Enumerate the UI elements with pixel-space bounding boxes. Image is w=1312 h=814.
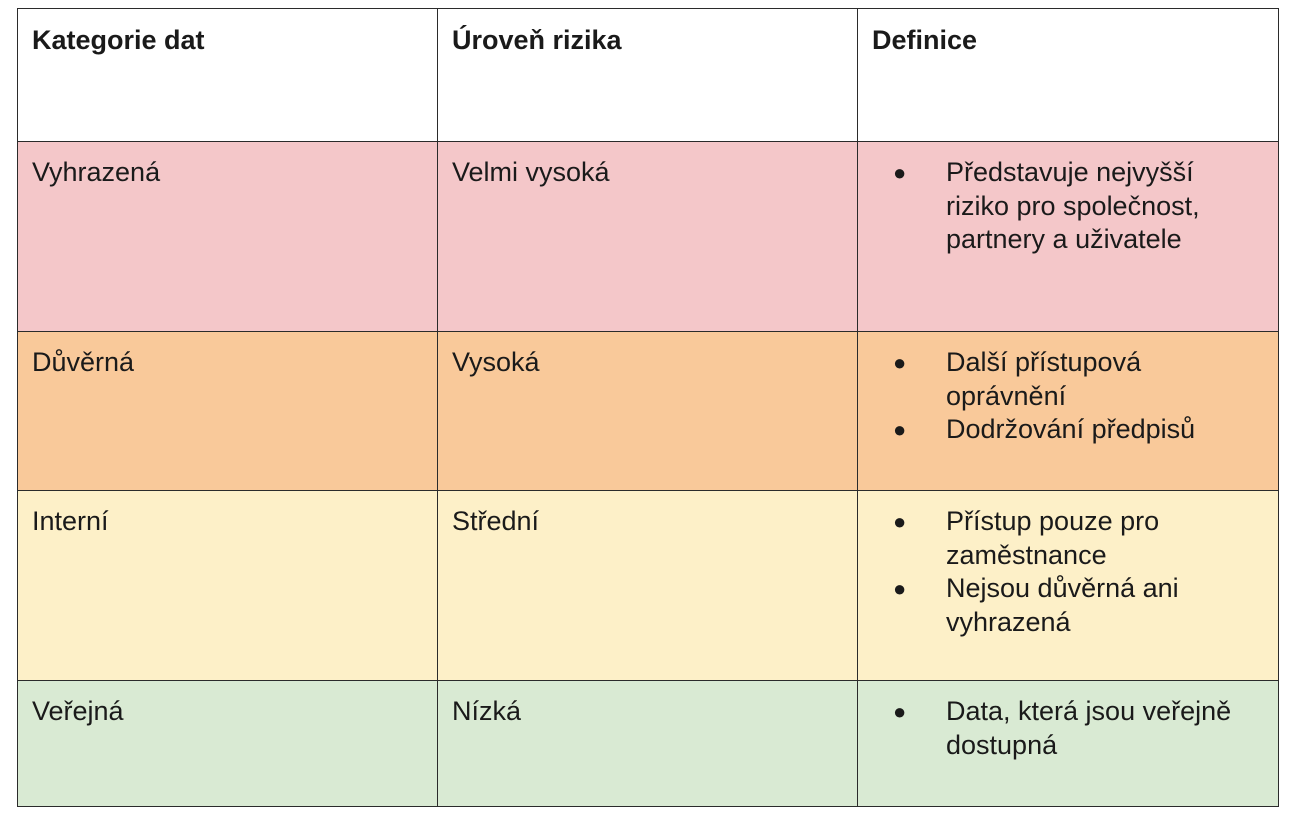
category-cell: Důvěrná bbox=[17, 331, 438, 491]
definition-item: ● Představuje nejvyšší riziko pro společn… bbox=[893, 156, 1264, 257]
definition-text: Představuje nejvyšší riziko pro společno… bbox=[946, 157, 1200, 254]
table-header-row: Kategorie dat Úroveň rizika Definice bbox=[17, 8, 1279, 142]
definition-text: Data, která jsou veřejně dostupná bbox=[946, 696, 1232, 760]
definition-list: ● Další přístupová oprávnění ● Dodržování … bbox=[872, 346, 1264, 447]
risk-cell: Vysoká bbox=[437, 331, 858, 491]
definition-list: ● Představuje nejvyšší riziko pro společn… bbox=[872, 156, 1264, 257]
definition-cell: ● Další přístupová oprávnění ● Dodržování … bbox=[857, 331, 1279, 491]
definition-list: ● Data, která jsou veřejně dostupná bbox=[872, 695, 1264, 762]
definition-item: ● Přístup pouze pro zaměstnance bbox=[893, 505, 1264, 572]
bullet-icon: ● bbox=[893, 699, 907, 724]
data-classification-table-container: Kategorie dat Úroveň rizika Definice Vyh… bbox=[17, 8, 1279, 807]
definition-cell: ● Představuje nejvyšší riziko pro společn… bbox=[857, 141, 1279, 332]
bullet-icon: ● bbox=[893, 160, 907, 185]
table-row: Interní Střední ● Přístup pouze pro zaměs… bbox=[17, 490, 1279, 681]
header-risk-level: Úroveň rizika bbox=[437, 8, 858, 142]
category-cell: Interní bbox=[17, 490, 438, 681]
definition-item: ● Dodržování předpisů bbox=[893, 413, 1264, 447]
table-row: Důvěrná Vysoká ● Další přístupová oprávně… bbox=[17, 331, 1279, 491]
definition-text: Dodržování předpisů bbox=[946, 414, 1196, 444]
category-cell: Veřejná bbox=[17, 680, 438, 807]
table-row: Vyhrazená Velmi vysoká ● Představuje nejv… bbox=[17, 141, 1279, 332]
risk-cell: Velmi vysoká bbox=[437, 141, 858, 332]
category-cell: Vyhrazená bbox=[17, 141, 438, 332]
data-classification-table: Kategorie dat Úroveň rizika Definice Vyh… bbox=[17, 8, 1279, 807]
header-definition: Definice bbox=[857, 8, 1279, 142]
definition-item: ● Další přístupová oprávnění bbox=[893, 346, 1264, 413]
risk-cell: Nízká bbox=[437, 680, 858, 807]
table-row: Veřejná Nízká ● Data, která jsou veřejně … bbox=[17, 680, 1279, 807]
definition-list: ● Přístup pouze pro zaměstnance ● Nejsou d… bbox=[872, 505, 1264, 639]
definition-text: Přístup pouze pro zaměstnance bbox=[946, 506, 1160, 570]
definition-item: ● Data, která jsou veřejně dostupná bbox=[893, 695, 1264, 762]
risk-cell: Střední bbox=[437, 490, 858, 681]
definition-cell: ● Přístup pouze pro zaměstnance ● Nejsou d… bbox=[857, 490, 1279, 681]
definition-text: Další přístupová oprávnění bbox=[946, 347, 1142, 411]
definition-cell: ● Data, která jsou veřejně dostupná bbox=[857, 680, 1279, 807]
bullet-icon: ● bbox=[893, 417, 907, 442]
header-category: Kategorie dat bbox=[17, 8, 438, 142]
definition-text: Nejsou důvěrná ani vyhrazená bbox=[946, 573, 1179, 637]
bullet-icon: ● bbox=[893, 509, 907, 534]
bullet-icon: ● bbox=[893, 576, 907, 601]
definition-item: ● Nejsou důvěrná ani vyhrazená bbox=[893, 572, 1264, 639]
bullet-icon: ● bbox=[893, 350, 907, 375]
